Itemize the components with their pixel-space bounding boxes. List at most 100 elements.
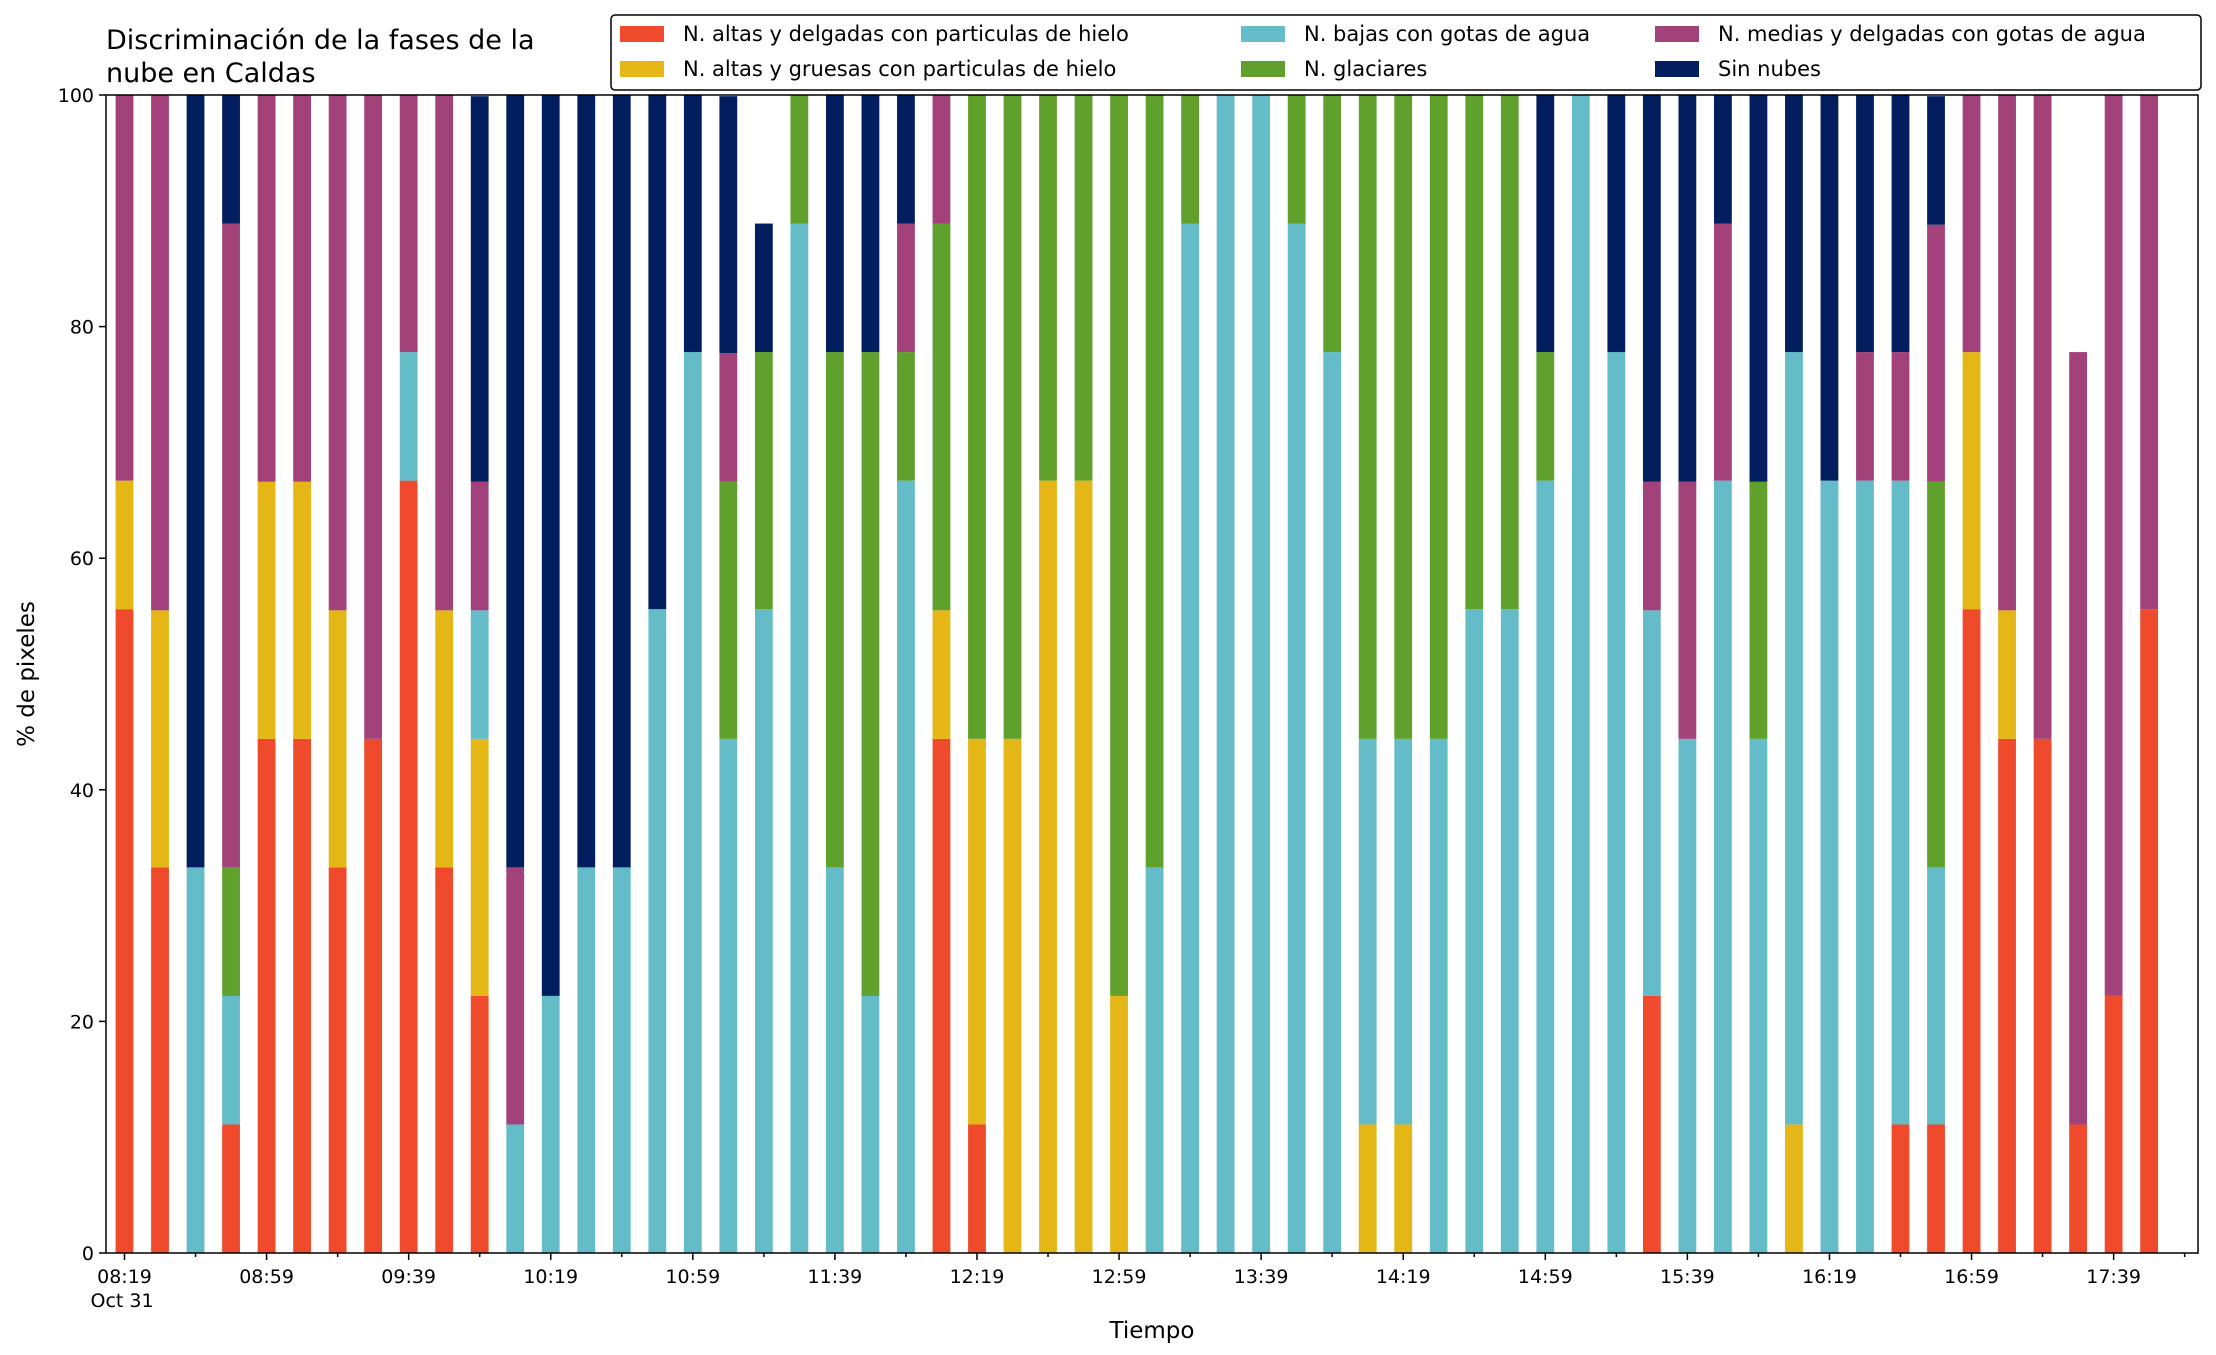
- x-tick-label: 08:59: [239, 1266, 294, 1288]
- bar-segment-4-0: [115, 95, 134, 481]
- bar-segment-1-25: [1003, 738, 1022, 1253]
- bar-segment-0-0: [115, 609, 134, 1253]
- bar-segment-5-47: [1785, 95, 1803, 353]
- bar-segment-5-50: [1891, 95, 1910, 353]
- bar-segment-5-20: [826, 95, 844, 353]
- bar-segment-2-31: [1216, 95, 1235, 1253]
- bar-segment-4-9: [435, 95, 454, 611]
- bar-segment-4-56: [2104, 95, 2123, 996]
- bar-segment-2-49: [1856, 480, 1874, 1253]
- bar-segment-0-6: [328, 867, 347, 1253]
- x-tick-label: 12:59: [1092, 1266, 1147, 1288]
- bar-segment-2-29: [1145, 867, 1164, 1253]
- bar-segment-4-8: [399, 95, 418, 353]
- bar-segment-2-32: [1252, 95, 1271, 1253]
- legend-swatch: [1241, 26, 1285, 42]
- bar-segment-3-39: [1500, 95, 1519, 610]
- bar-segment-0-56: [2104, 995, 2123, 1253]
- bar-segment-2-43: [1642, 610, 1661, 996]
- bar-segment-3-19: [790, 95, 809, 224]
- bar-segment-2-37: [1429, 738, 1448, 1253]
- bar-segment-4-3: [222, 223, 240, 868]
- bar-segment-1-24: [968, 738, 986, 1125]
- bar-segment-0-24: [968, 1124, 986, 1253]
- x-tick-label: 08:19: [97, 1266, 152, 1288]
- bar-segment-0-55: [2069, 1124, 2087, 1253]
- bar-segment-2-22: [897, 480, 915, 1253]
- bar-segment-1-9: [435, 610, 454, 868]
- bar-segment-2-50: [1891, 480, 1910, 1125]
- bar-segment-1-35: [1358, 1124, 1377, 1253]
- bar-segment-5-15: [648, 95, 667, 610]
- bar-segment-5-40: [1536, 95, 1555, 353]
- y-tick-label: 0: [82, 1243, 94, 1265]
- bar-segment-4-17: [719, 353, 738, 482]
- legend-label: N. bajas con gotas de agua: [1304, 22, 1590, 46]
- bar-segment-5-43: [1642, 95, 1661, 482]
- bar-segment-5-17: [719, 96, 738, 354]
- bar-segment-2-30: [1181, 223, 1199, 1253]
- y-axis: 0 20 40 60 80 100: [58, 85, 106, 1265]
- legend-label: N. medias y delgadas con gotas de agua: [1718, 22, 2146, 46]
- x-tick-label: 15:39: [1660, 1266, 1715, 1288]
- bar-segment-0-51: [1927, 1124, 1945, 1253]
- bar-segment-5-16: [683, 95, 702, 353]
- bar-segment-3-46: [1749, 481, 1768, 739]
- bar-segment-2-20: [826, 867, 844, 1253]
- bar-segment-1-1: [151, 610, 169, 868]
- x-tick-label: 12:19: [950, 1266, 1005, 1288]
- bar-segment-4-55: [2069, 352, 2087, 1125]
- legend-label: N. glaciares: [1304, 57, 1427, 81]
- legend-swatch: [1655, 61, 1699, 77]
- bar-segment-4-54: [2033, 95, 2052, 739]
- chart-title-line-1: Discriminación de la fases de la: [106, 25, 535, 56]
- legend-label: N. altas y delgadas con particulas de hi…: [683, 22, 1129, 46]
- bar-segment-0-5: [293, 738, 311, 1253]
- bar-segment-5-13: [577, 95, 596, 868]
- bar-segment-1-5: [293, 481, 311, 739]
- x-tick-label: 14:59: [1518, 1266, 1573, 1288]
- bar-segment-0-23: [932, 738, 951, 1253]
- bar-segment-1-4: [257, 481, 276, 739]
- bar-segment-0-54: [2033, 738, 2052, 1253]
- bar-segment-0-8: [399, 480, 418, 1253]
- bar-segment-3-38: [1465, 95, 1484, 610]
- bar-segment-1-53: [1998, 610, 2016, 739]
- bar-segment-3-33: [1287, 95, 1306, 224]
- bar-segment-2-47: [1785, 352, 1803, 1125]
- bar-segment-4-53: [1998, 95, 2016, 611]
- bar-segment-3-24: [968, 95, 986, 739]
- bar-segment-2-51: [1927, 867, 1945, 1125]
- bar-segment-1-27: [1074, 480, 1093, 1253]
- bar-segment-2-11: [506, 1124, 525, 1253]
- legend-swatch: [620, 61, 664, 77]
- bar-segment-1-10: [470, 738, 489, 996]
- bar-segment-2-39: [1500, 609, 1519, 1253]
- bar-segment-5-11: [506, 95, 525, 868]
- bar-segment-4-50: [1891, 352, 1910, 481]
- bar-segment-1-36: [1394, 1124, 1413, 1253]
- bar-segment-1-26: [1039, 480, 1057, 1253]
- legend-label: Sin nubes: [1718, 57, 1821, 81]
- bar-segment-3-3: [222, 867, 240, 996]
- bar-segment-3-27: [1074, 95, 1093, 481]
- bar-segment-4-45: [1714, 223, 1732, 481]
- chart-title-line-2: nube en Caldas: [106, 58, 316, 89]
- bar-segment-0-52: [1962, 609, 1981, 1253]
- bar-segment-2-12: [541, 995, 560, 1253]
- x-tick-label: 13:39: [1234, 1266, 1289, 1288]
- bar-segment-4-5: [293, 95, 311, 482]
- bar-segment-4-52: [1962, 95, 1981, 353]
- bar-segment-4-1: [151, 95, 169, 611]
- bar-segment-2-13: [577, 867, 596, 1253]
- y-tick-label: 40: [70, 780, 94, 802]
- bar-segment-0-7: [364, 738, 383, 1253]
- x-axis-label: Tiempo: [1109, 1318, 1195, 1344]
- bar-segment-4-10: [470, 481, 489, 611]
- bar-segment-5-46: [1749, 95, 1768, 482]
- bar-segment-3-30: [1181, 95, 1199, 224]
- bar-segment-3-36: [1394, 95, 1413, 739]
- bar-segment-2-48: [1820, 480, 1839, 1253]
- bar-segment-3-51: [1927, 481, 1945, 868]
